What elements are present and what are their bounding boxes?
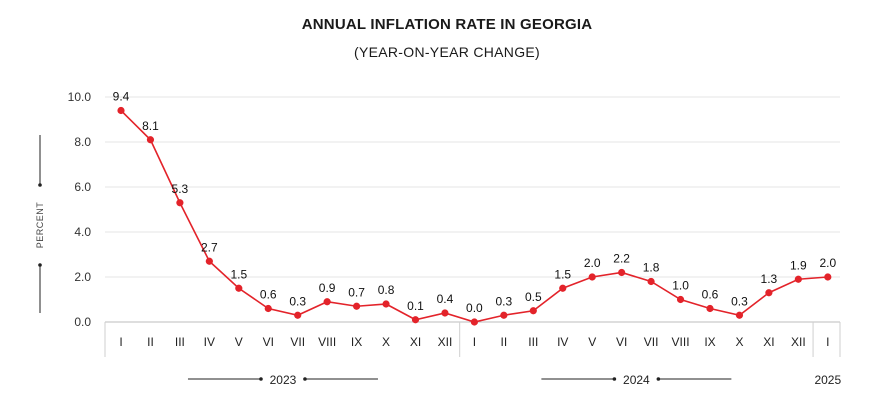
data-label: 2.0: [584, 256, 601, 270]
year-rule-dot: [656, 377, 661, 381]
x-category-label: IV: [557, 335, 568, 349]
x-category-label: III: [175, 335, 185, 349]
x-category-label: II: [147, 335, 154, 349]
data-point: [735, 311, 744, 319]
data-point: [588, 273, 596, 281]
y-tick-label: 2.0: [74, 270, 91, 284]
x-category-label: I: [119, 335, 122, 349]
data-label: 0.5: [525, 290, 542, 304]
data-label: 0.3: [496, 294, 513, 308]
data-label: 1.5: [554, 267, 571, 281]
x-category-label: XII: [791, 335, 806, 349]
y-label-rule-dot: [38, 183, 42, 187]
data-point: [353, 302, 361, 310]
y-tick-label: 0.0: [74, 315, 91, 329]
data-label: 0.4: [437, 292, 454, 306]
x-category-label: XI: [410, 335, 421, 349]
data-label: 0.1: [407, 299, 424, 313]
data-point: [323, 298, 331, 306]
x-category-label: VI: [263, 335, 274, 349]
x-category-label: VII: [644, 335, 659, 349]
data-point: [559, 284, 567, 292]
data-label: 0.3: [289, 294, 306, 308]
x-category-label: VI: [616, 335, 627, 349]
data-point: [618, 268, 626, 277]
x-category-label: I: [473, 335, 476, 349]
year-label: 2025: [814, 373, 841, 387]
data-point: [411, 316, 420, 324]
x-category-label: VIII: [672, 335, 690, 349]
data-point: [294, 311, 302, 319]
x-category-label: IV: [204, 335, 215, 349]
data-label: 0.7: [348, 285, 365, 299]
data-label: 2.7: [201, 240, 218, 254]
y-tick-label: 6.0: [74, 180, 91, 194]
x-category-label: III: [528, 335, 538, 349]
data-point: [235, 284, 243, 292]
x-category-label: I: [826, 335, 829, 349]
data-point: [176, 199, 184, 207]
data-label: 0.6: [702, 288, 719, 302]
data-point: [146, 136, 155, 144]
x-category-label: IX: [351, 335, 362, 349]
chart-subtitle: (YEAR-ON-YEAR CHANGE): [354, 44, 540, 60]
data-point: [264, 304, 272, 313]
year-label: 2023: [270, 373, 297, 387]
y-axis-label: PERCENT: [35, 202, 45, 249]
data-label: 1.0: [672, 279, 689, 293]
x-category-label: XI: [763, 335, 774, 349]
data-point: [205, 257, 213, 265]
chart-title: ANNUAL INFLATION RATE IN GEORGIA: [301, 16, 593, 33]
data-point: [706, 304, 714, 313]
data-label: 0.0: [466, 301, 483, 315]
y-tick-label: 10.0: [68, 90, 92, 104]
year-rule-dot: [612, 377, 617, 381]
data-label: 1.5: [230, 267, 247, 281]
x-category-label: X: [382, 335, 390, 349]
x-category-label: VII: [290, 335, 305, 349]
data-point: [500, 311, 508, 319]
data-label: 2.0: [819, 256, 836, 270]
data-label: 5.3: [172, 182, 189, 196]
x-category-label: V: [235, 335, 243, 349]
data-point: [441, 309, 449, 317]
data-label: 2.2: [613, 252, 630, 266]
x-category-label: VIII: [318, 335, 336, 349]
data-point: [117, 106, 125, 115]
data-point: [470, 318, 478, 326]
y-tick-label: 8.0: [74, 135, 91, 149]
data-point: [824, 273, 832, 281]
data-label: 1.3: [761, 272, 778, 286]
data-label: 0.6: [260, 288, 277, 302]
data-label: 1.8: [643, 261, 660, 275]
data-point: [676, 295, 685, 304]
data-label: 0.8: [378, 283, 395, 297]
year-label: 2024: [623, 373, 650, 387]
x-category-label: V: [588, 335, 596, 349]
x-category-label: IX: [704, 335, 715, 349]
data-point: [794, 275, 802, 283]
y-label-rule-dot: [38, 263, 42, 267]
data-point: [765, 289, 773, 297]
data-label: 0.3: [731, 294, 748, 308]
x-category-label: X: [735, 335, 743, 349]
x-category-label: II: [501, 335, 508, 349]
data-label: 1.9: [790, 258, 807, 272]
data-label: 8.1: [142, 119, 159, 133]
data-label: 0.9: [319, 281, 336, 295]
x-category-label: XII: [438, 335, 453, 349]
year-rule-dot: [303, 377, 307, 381]
data-label: 9.4: [113, 90, 130, 104]
data-point: [647, 277, 655, 286]
data-point: [382, 300, 390, 308]
data-point: [529, 307, 537, 315]
year-rule-dot: [259, 377, 263, 381]
y-tick-label: 4.0: [74, 225, 91, 239]
